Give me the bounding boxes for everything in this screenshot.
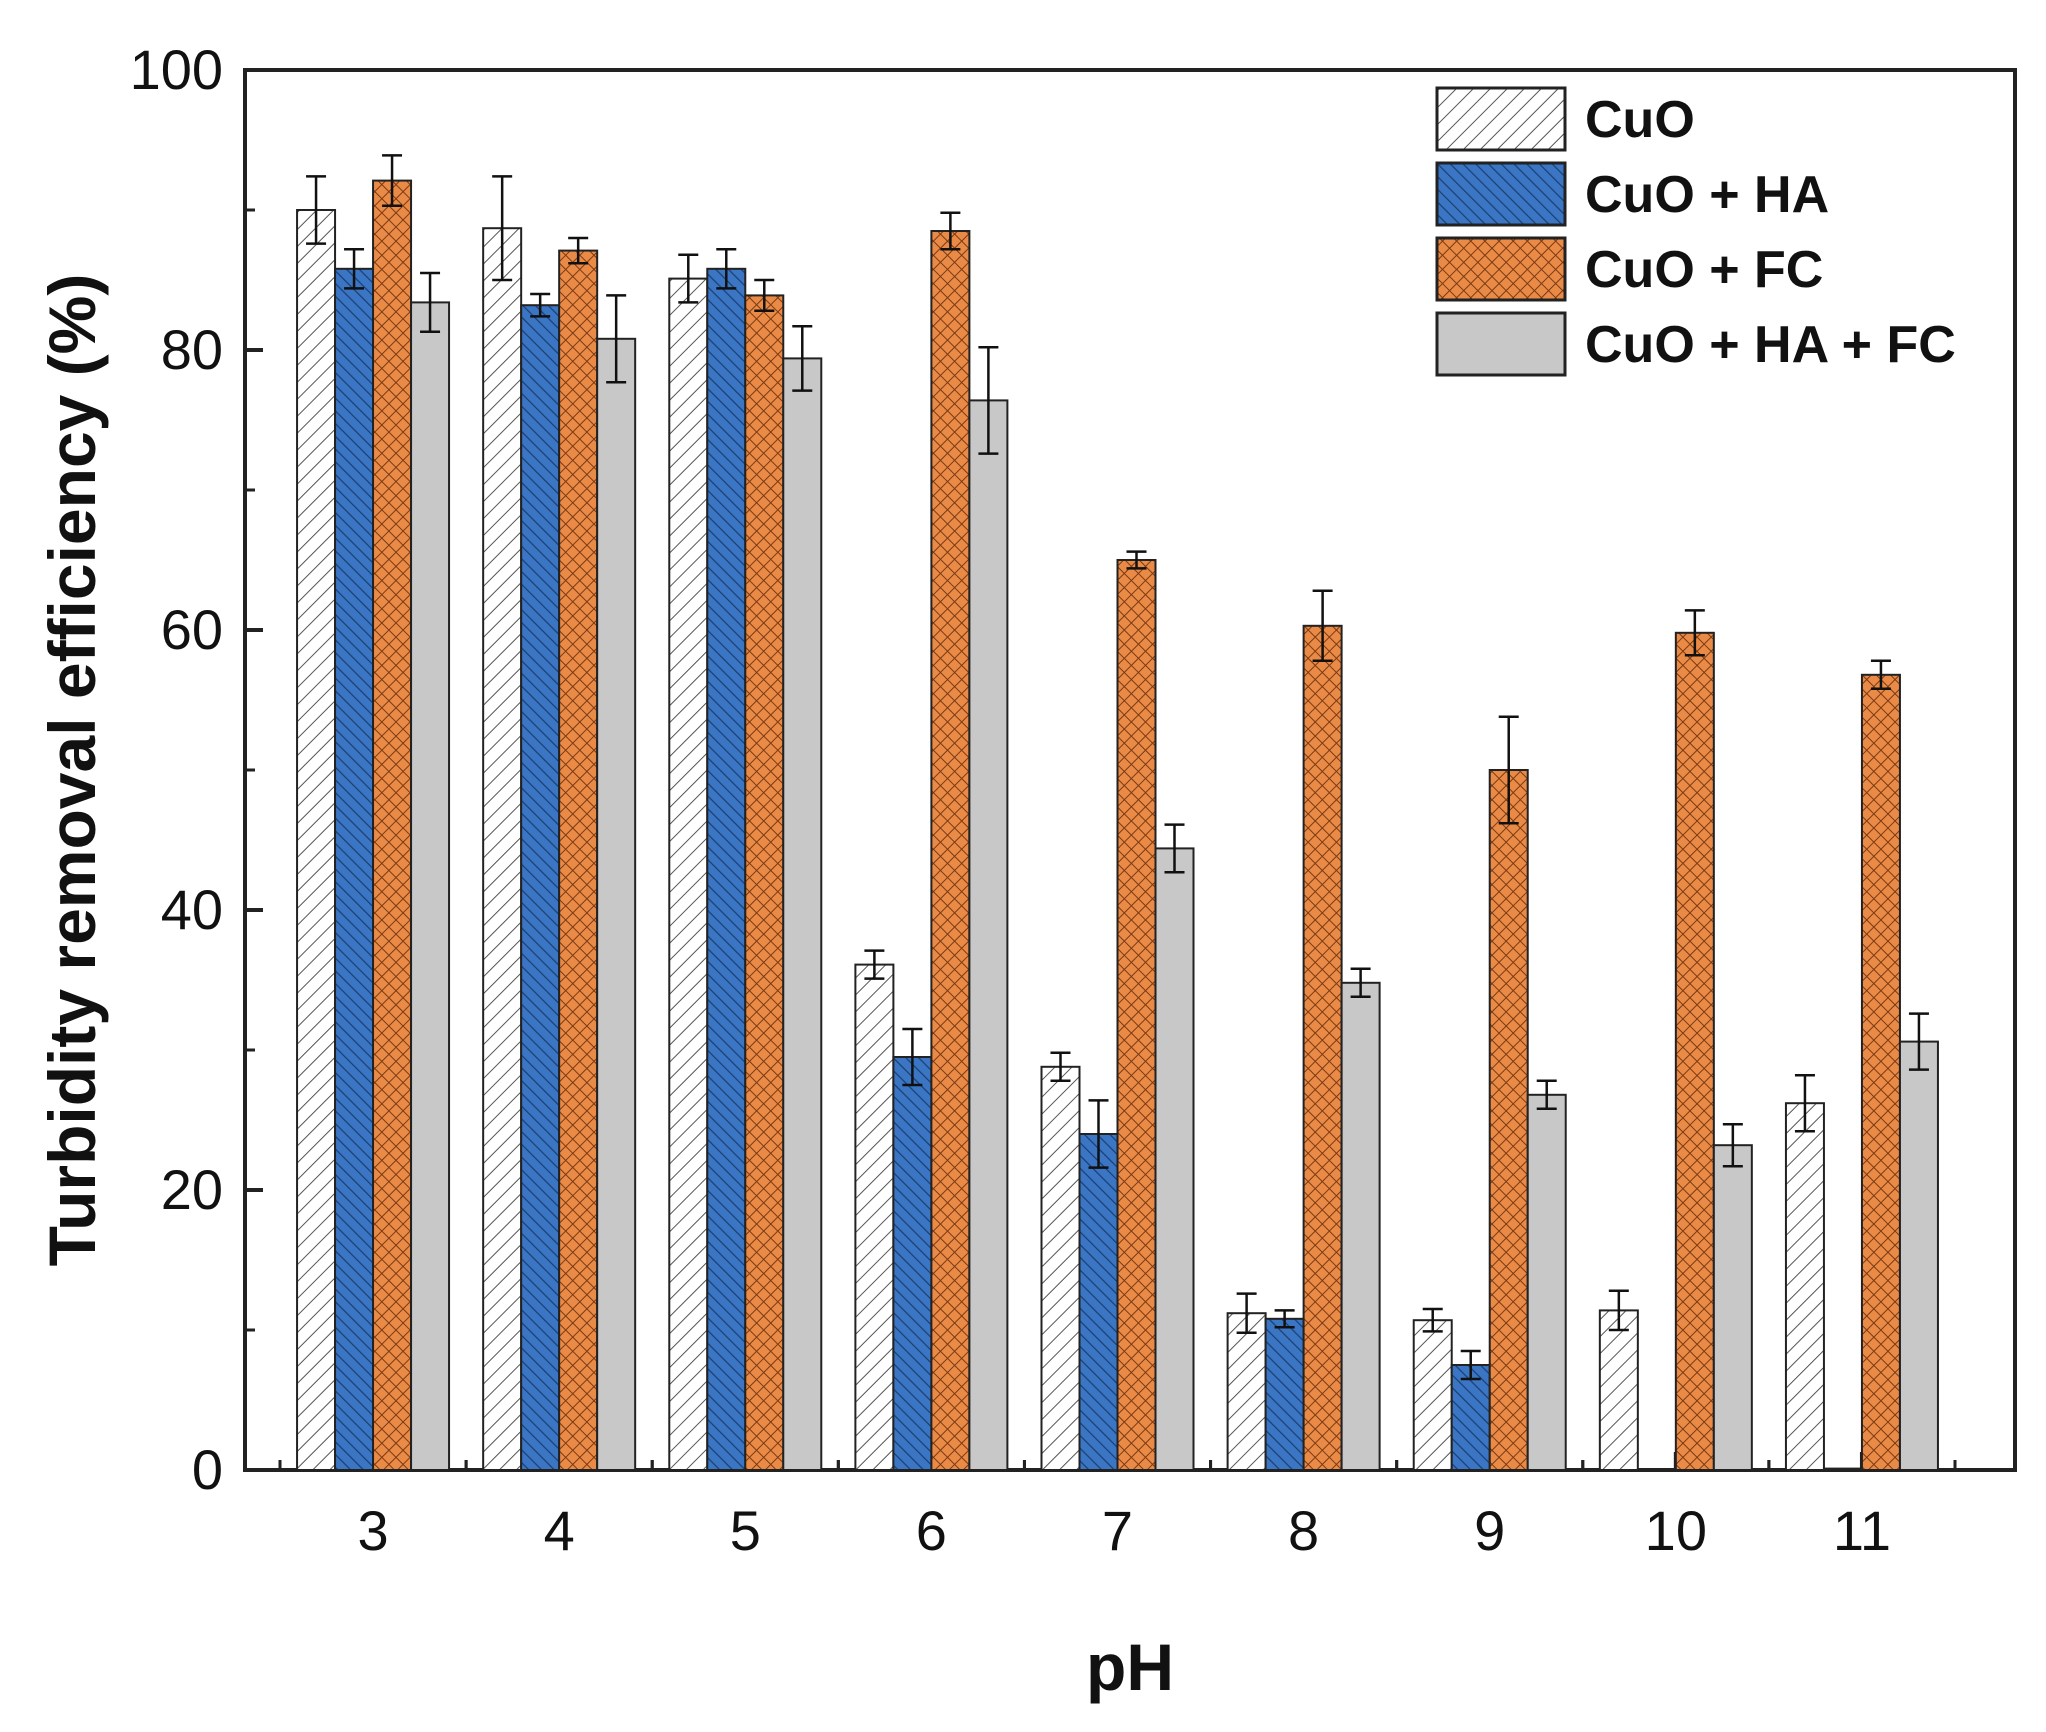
bar [1116, 559, 1157, 1471]
bar [1078, 1133, 1119, 1471]
bar [482, 227, 523, 1472]
bar [706, 267, 747, 1471]
bar [334, 267, 375, 1471]
y-axis: 0 20 40 60 80 100 [130, 38, 263, 1501]
bar [1412, 1319, 1453, 1471]
bar [558, 249, 599, 1472]
bar [744, 294, 785, 1471]
y-tick-label: 60 [161, 598, 223, 661]
x-tick-label: 4 [544, 1499, 575, 1562]
x-tick-label: 6 [916, 1499, 947, 1562]
bar [1526, 1093, 1567, 1472]
bar [1340, 981, 1381, 1471]
bar [1302, 624, 1343, 1471]
x-tick-label: 5 [730, 1499, 761, 1562]
bar [1226, 1312, 1267, 1471]
bars [296, 179, 1939, 1472]
x-tick-label: 10 [1645, 1499, 1707, 1562]
bar [1784, 1102, 1825, 1471]
legend-label-cuo-fc: CuO + FC [1585, 241, 1823, 299]
bar [1674, 631, 1715, 1471]
y-tick-label: 20 [161, 1158, 223, 1221]
bar [892, 1056, 933, 1471]
x-tick-label: 11 [1833, 1499, 1891, 1562]
y-tick-label: 100 [130, 38, 223, 101]
y-tick-label: 80 [161, 318, 223, 381]
y-axis-title: Turbidity removal efficiency (%) [35, 274, 109, 1267]
bar [1860, 673, 1901, 1471]
bar [1264, 1317, 1305, 1472]
legend-swatch-cuo-fc [1435, 236, 1567, 302]
bar [1822, 1467, 1863, 1471]
bar [1488, 769, 1529, 1471]
x-axis-title: pH [1086, 1630, 1174, 1704]
x-tick-label: 7 [1102, 1499, 1133, 1562]
legend-label-cuo: CuO [1585, 91, 1695, 149]
bar [596, 337, 637, 1471]
legend-label-cuo-ha-fc: CuO + HA + FC [1585, 316, 1956, 374]
x-tick-label: 9 [1474, 1499, 1505, 1562]
bar [1712, 1144, 1753, 1471]
legend-label-cuo-ha: CuO + HA [1585, 166, 1829, 224]
legend-swatch-cuo-ha-fc [1435, 311, 1567, 377]
bar [1450, 1364, 1491, 1471]
x-tick-label: 3 [357, 1499, 388, 1562]
bar [410, 301, 451, 1471]
legend-swatch-cuo-ha [1435, 161, 1567, 227]
legend-swatch-cuo [1435, 86, 1567, 152]
bar [296, 209, 337, 1471]
bar [1040, 1065, 1081, 1472]
bar [1154, 847, 1195, 1471]
bar [968, 399, 1009, 1471]
bar [520, 304, 561, 1472]
y-tick-label: 40 [161, 878, 223, 941]
bar [1598, 1309, 1639, 1472]
bar [930, 230, 971, 1471]
x-tick-label: 8 [1288, 1499, 1319, 1562]
error-bars [306, 154, 1929, 1381]
bar [668, 277, 709, 1472]
bar [854, 963, 895, 1471]
bar [372, 179, 413, 1472]
bar [1898, 1040, 1939, 1471]
legend: CuO CuO + HA CuO + FC CuO + HA + FC [1435, 86, 1956, 377]
bar [782, 357, 823, 1471]
y-tick-label: 0 [192, 1438, 223, 1501]
